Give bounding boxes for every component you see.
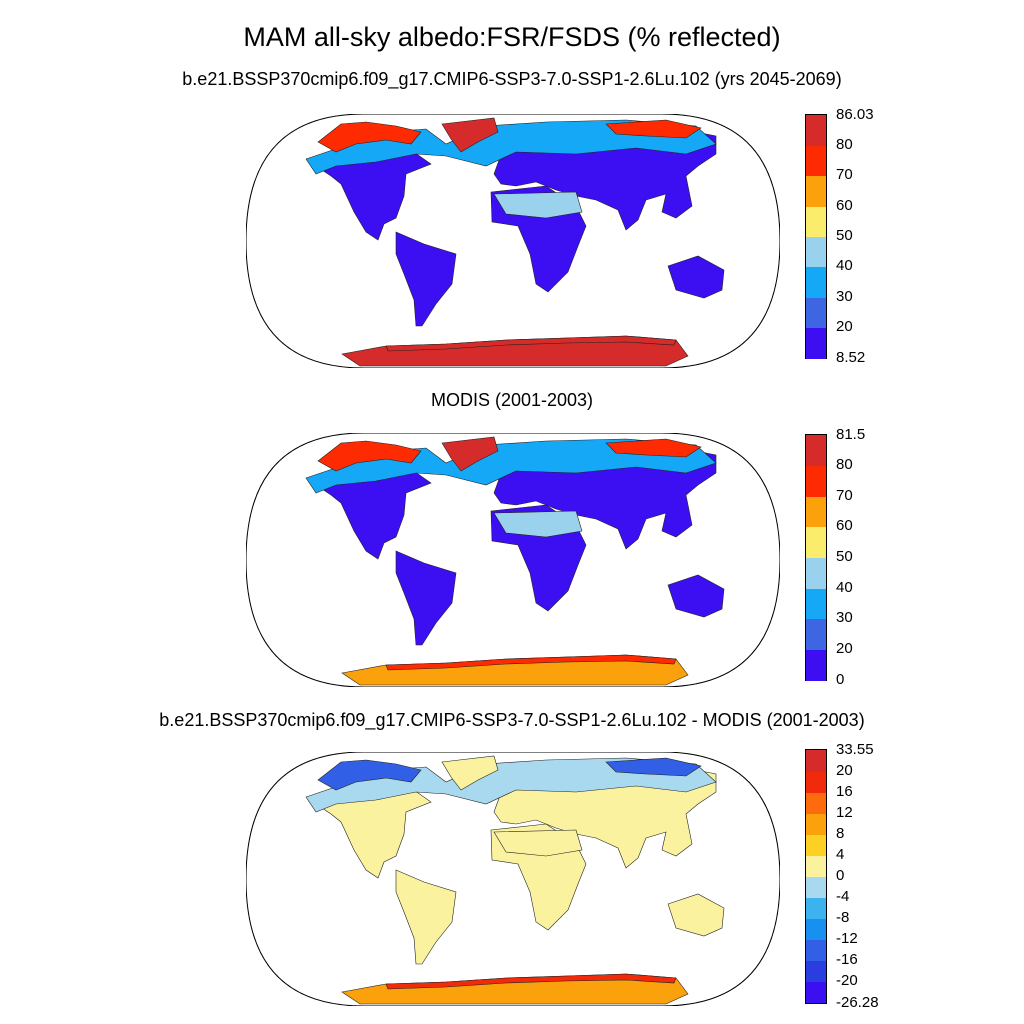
region-australia bbox=[667, 893, 725, 937]
region-arctic bbox=[317, 119, 702, 153]
colorbar-label: 80 bbox=[836, 135, 853, 153]
colorbar-swatch bbox=[806, 175, 826, 207]
colorbar-swatch bbox=[806, 465, 826, 497]
colorbar-swatch bbox=[806, 834, 826, 856]
region-antarctica-edge bbox=[385, 335, 677, 352]
colorbar-label: 70 bbox=[836, 486, 853, 504]
colorbar-swatch bbox=[806, 750, 826, 772]
colorbar-label: 33.55 bbox=[836, 740, 874, 758]
map-outline bbox=[246, 114, 780, 368]
region-greenland bbox=[441, 117, 499, 153]
colorbar-swatch bbox=[806, 115, 826, 146]
colorbar-label: -8 bbox=[836, 909, 850, 927]
colorbar-label: 60 bbox=[836, 196, 853, 214]
colorbar-label: 20 bbox=[836, 318, 853, 336]
colorbar-swatch bbox=[806, 618, 826, 650]
colorbar-label: 8.52 bbox=[836, 348, 866, 366]
map-outline bbox=[246, 752, 780, 1006]
world-map-svg bbox=[246, 114, 780, 368]
region-arctic bbox=[317, 438, 702, 472]
colorbar-swatch bbox=[806, 876, 826, 899]
colorbar-label: 16 bbox=[836, 782, 853, 800]
colorbar-swatch bbox=[806, 588, 826, 620]
panel-title-modis: MODIS (2001-2003) bbox=[430, 390, 594, 410]
colorbar-swatch bbox=[806, 496, 826, 528]
colorbar-swatch bbox=[806, 557, 826, 589]
colorbar-swatch bbox=[806, 918, 826, 941]
colorbar-label: 40 bbox=[836, 257, 853, 275]
region-australia bbox=[667, 574, 725, 618]
colorbar-label: 4 bbox=[836, 845, 845, 863]
colorbar-swatch bbox=[806, 297, 826, 329]
region-greenland bbox=[441, 436, 499, 472]
colorbar-swatch bbox=[806, 855, 826, 877]
colorbar-label: -26.28 bbox=[836, 993, 879, 1011]
colorbar-swatch bbox=[806, 960, 826, 983]
map-difference bbox=[246, 752, 780, 1006]
colorbar-label: -4 bbox=[836, 888, 850, 906]
colorbar-label: 0 bbox=[836, 867, 845, 884]
map-model bbox=[246, 114, 780, 368]
region-sahara bbox=[493, 829, 583, 857]
region-southamerica bbox=[395, 869, 457, 965]
colorbar-label: 70 bbox=[836, 166, 853, 184]
colorbar-swatch bbox=[806, 771, 826, 793]
colorbar-frame bbox=[805, 114, 827, 359]
map-outline bbox=[246, 433, 780, 687]
figure-title: MAM all-sky albedo:FSR/FSDS (% reflected… bbox=[243, 22, 781, 52]
colorbar-label: -20 bbox=[836, 972, 858, 990]
colorbar-label: 0 bbox=[836, 670, 845, 688]
colorbar-swatch bbox=[806, 236, 826, 268]
colorbar-label: 8 bbox=[836, 824, 845, 842]
colorbar-label: 30 bbox=[836, 609, 853, 627]
colorbar-label: -12 bbox=[836, 930, 858, 948]
colorbar-swatch bbox=[806, 939, 826, 962]
region-antarctica-edge bbox=[385, 973, 677, 990]
colorbar-swatch bbox=[806, 897, 826, 920]
map-modis bbox=[246, 433, 780, 687]
colorbar-label: 81.5 bbox=[836, 425, 866, 443]
colorbar-label: 20 bbox=[836, 639, 853, 657]
colorbar-label: 80 bbox=[836, 456, 853, 474]
colorbar-swatch bbox=[806, 526, 826, 558]
colorbar-label: 30 bbox=[836, 287, 853, 305]
colorbar-label: 12 bbox=[836, 803, 853, 821]
region-southamerica bbox=[395, 550, 457, 646]
colorbar-swatch bbox=[806, 327, 826, 359]
colorbar-swatch bbox=[806, 981, 826, 1004]
colorbar-swatch bbox=[806, 206, 826, 237]
region-antarctica-edge bbox=[385, 654, 677, 671]
world-map-svg bbox=[246, 752, 780, 1006]
colorbar-swatch bbox=[806, 145, 826, 177]
colorbar-label: 20 bbox=[836, 761, 853, 779]
panel-title-difference: b.e21.BSSP370cmip6.f09_g17.CMIP6-SSP3-7.… bbox=[159, 710, 865, 730]
colorbar-frame bbox=[805, 749, 827, 1004]
colorbar-label: 50 bbox=[836, 227, 853, 244]
region-southamerica bbox=[395, 231, 457, 327]
colorbar-swatch bbox=[806, 435, 826, 467]
region-australia bbox=[667, 255, 725, 299]
colorbar-label: 50 bbox=[836, 548, 853, 565]
region-sahara bbox=[493, 510, 583, 538]
colorbar-label: 86.03 bbox=[836, 105, 874, 123]
colorbar-label: 60 bbox=[836, 517, 853, 535]
colorbar-frame bbox=[805, 434, 827, 681]
region-sahara bbox=[493, 191, 583, 219]
region-greenland bbox=[441, 755, 499, 791]
colorbar-swatch bbox=[806, 266, 826, 298]
region-arctic bbox=[317, 757, 702, 791]
colorbar-label: 40 bbox=[836, 578, 853, 596]
colorbar-swatch bbox=[806, 813, 826, 835]
panel-title-model: b.e21.BSSP370cmip6.f09_g17.CMIP6-SSP3-7.… bbox=[182, 69, 842, 89]
world-map-svg bbox=[246, 433, 780, 687]
colorbar-label: -16 bbox=[836, 951, 858, 969]
colorbar-swatch bbox=[806, 792, 826, 814]
colorbar-swatch bbox=[806, 649, 826, 681]
